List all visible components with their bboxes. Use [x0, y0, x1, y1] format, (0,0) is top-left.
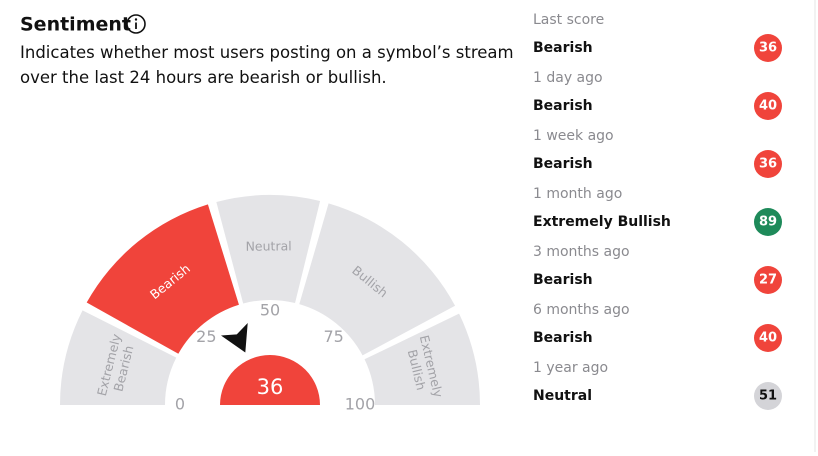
score-badge-value: 27: [759, 273, 777, 288]
gauge-segment: [86, 204, 239, 354]
gauge-segment: [299, 203, 456, 356]
sentiment-label: Neutral: [533, 388, 592, 404]
score-badge: [754, 266, 782, 294]
gauge: ExtremelyBearishBearishNeutralBullishExt…: [60, 195, 480, 414]
period: 1 day ago: [533, 70, 603, 86]
score-semicircle: [220, 355, 320, 405]
sentiment-label: Bearish: [533, 330, 593, 346]
description-box: Indicates whether most users posting on …: [20, 43, 514, 87]
sentiment-label: Bearish: [533, 40, 593, 56]
sentiment-label: Bearish: [533, 156, 593, 172]
sentiment-label: Extremely Bullish: [533, 214, 671, 230]
gauge-tick-label: 0: [175, 395, 185, 414]
score-badge-value: 40: [759, 99, 777, 114]
period: 3 months ago: [533, 244, 630, 260]
score-badge: [754, 34, 782, 62]
score-badge-value: 40: [759, 331, 777, 346]
sentiment-label: Bearish: [533, 98, 593, 114]
score-badge: [754, 92, 782, 120]
score-badge: [754, 208, 782, 236]
gauge-segment: [216, 195, 321, 304]
score-badge: [754, 150, 782, 178]
period: 6 months ago: [533, 302, 630, 318]
segment-label: Neutral: [245, 238, 291, 253]
history-list: Last score Bearish 36 1 day ago Bearish 40 1 w…: [533, 12, 782, 410]
score-badge: [754, 382, 782, 410]
title: Sentiment: [20, 14, 131, 36]
score-badge-value: 51: [759, 389, 777, 404]
sentiment-label: Bearish: [533, 272, 593, 288]
score-badge-value: 36: [759, 41, 777, 56]
gauge-tick-label: 25: [196, 327, 216, 346]
score-badge-value: 89: [759, 215, 777, 230]
score-badge-value: 36: [759, 157, 777, 172]
gauge-segment: [60, 310, 177, 405]
period: 1 year ago: [533, 360, 608, 376]
info-icon[interactable]: [126, 14, 146, 34]
description: Indicates whether most users posting on …: [20, 43, 514, 87]
score-badge: [754, 324, 782, 352]
gauge-needle: [221, 322, 248, 353]
gauge-tick-label: 100: [345, 395, 376, 414]
period: Last score: [533, 12, 604, 28]
gauge-segment: [364, 313, 480, 405]
period: 1 month ago: [533, 186, 622, 202]
score-value: 36: [257, 375, 284, 399]
gauge-tick-label: 75: [323, 327, 343, 346]
period: 1 week ago: [533, 128, 614, 144]
gauge-tick-label: 50: [260, 301, 280, 320]
